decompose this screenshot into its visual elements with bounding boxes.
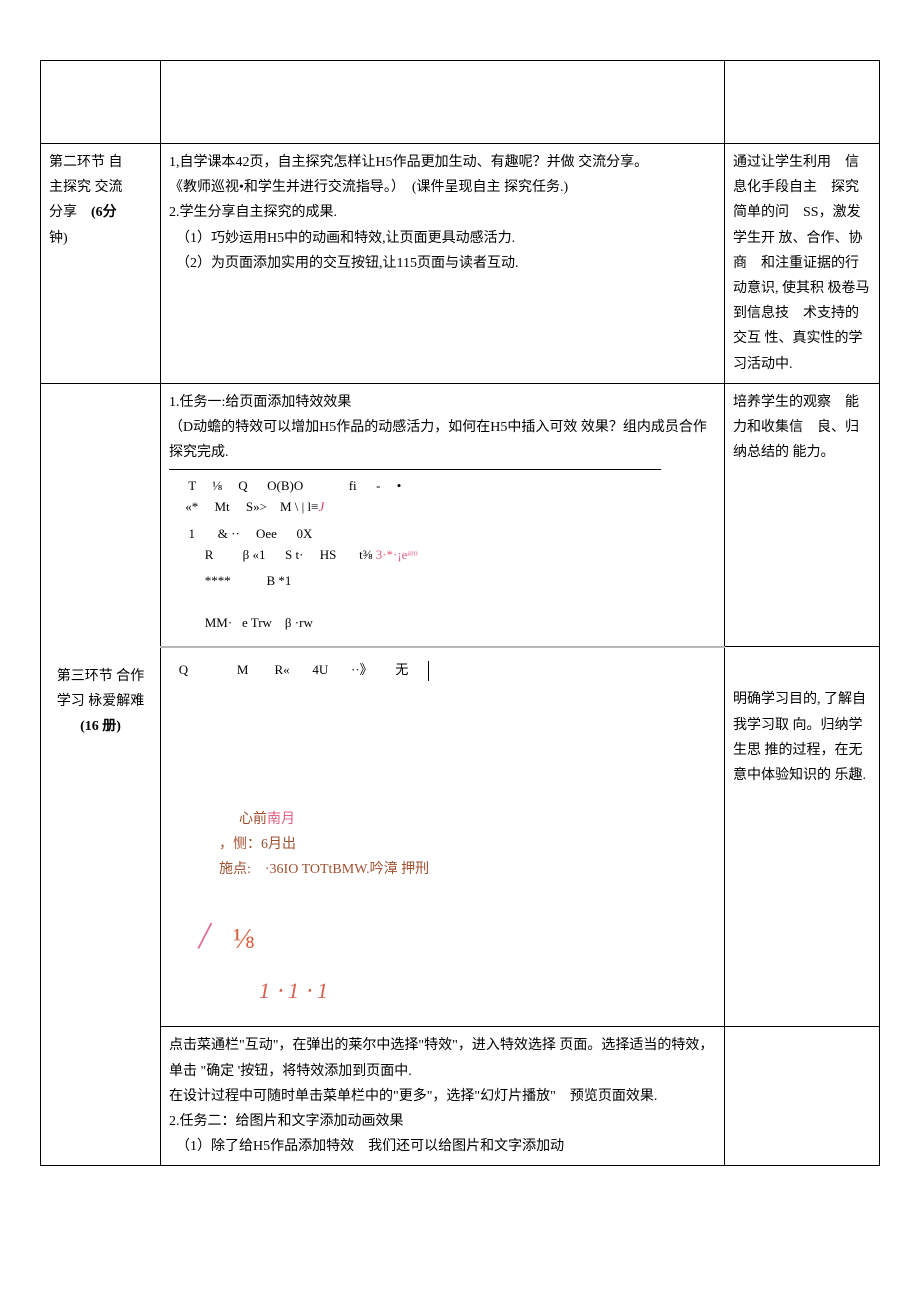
content-cell: 点击菜通栏"互动"，在弹出的莱尔中选择"特效"，进入特效选择 页面。选择适当的特… — [161, 1027, 725, 1166]
table-row: 第三环节 合作 学习 栐爱解难 (16 册) 1.任务一:给页面添加特效效果 （… — [41, 383, 880, 647]
section-title-line: 第二环节 自 — [49, 155, 123, 170]
content-line: 2.学生分享自主探究的成果. — [169, 200, 716, 225]
caption-text: 施点: ·36IO TOTtBMW.吟漳 押刑 — [219, 857, 716, 882]
code-text: 3·*·¡eᵃʳᵒ — [376, 547, 418, 562]
code-block: Q M R« 4U ··》 无 — [169, 660, 716, 681]
caption-text: ，恻：6月出 — [219, 832, 716, 857]
note-text: 培养学生的观察 能力和收集信 良、归纳总结的 能力。 — [733, 395, 859, 460]
code-block: **** B *1 MM· e Trw β ·rw — [169, 571, 716, 633]
table-row — [41, 61, 880, 144]
note-cell — [725, 1027, 880, 1166]
table-row: Q M R« 4U ··》 无 心前南月 ，恻：6月出 施点: ·36IO TO… — [41, 647, 880, 1027]
code-block: T ⅛ Q O(B)O fi - • «* Mt S»> M \ | l≡J — [169, 476, 716, 518]
section-title-line: 学习 栐爱解难 — [57, 694, 145, 709]
note-text: 明确学习目的, 了解自我学习取 向。归纳学生思 推的过程，在无 意中体验知识的 … — [733, 692, 866, 783]
content-line: （D动蟾的特效可以增加H5作品的动感活力，如何在H5中插入可效 效果？组内成员合… — [169, 415, 716, 465]
content-line: （1）巧妙运用H5中的动画和特效,让页面更具动感活力. — [169, 226, 716, 251]
spacer — [169, 276, 716, 366]
section-title-bold: (6分 — [91, 205, 117, 220]
vertical-separator — [428, 661, 437, 681]
section-title-line: 分享 — [49, 205, 91, 220]
decorative-fraction: ⅛ — [233, 915, 254, 965]
table-row: 点击菜通栏"互动"，在弹出的莱尔中选择"特效"，进入特效选择 页面。选择适当的特… — [41, 1027, 880, 1166]
content-line: 《教师巡视•和学生并进行交流指导。） (课件呈现自主 探究任务.) — [169, 175, 716, 200]
code-text: Q M R« 4U ··》 无 — [169, 662, 408, 677]
note-text: 通过让学生利用 信息化手段自主 探究简单的问 SS，激发学生开 放、合作、协商 … — [733, 155, 870, 372]
section-title-line: 主探究 交流 — [49, 180, 123, 195]
section-title-cell: 第三环节 合作 学习 栐爱解难 (16 册) — [41, 383, 161, 1166]
content-line: （1）除了给H5作品添加特效 我们还可以给图片和文字添加动 — [169, 1134, 716, 1159]
document-page: 第二环节 自 主探究 交流 分享 (6分 钟) 1,自学课本42页，自主探究怎样… — [0, 0, 920, 1186]
spacer — [169, 687, 716, 797]
table-row: 第二环节 自 主探究 交流 分享 (6分 钟) 1,自学课本42页，自主探究怎样… — [41, 144, 880, 384]
code-text: T ⅛ Q O(B)O fi - • «* Mt S»> M \ | l≡ — [169, 478, 401, 514]
empty-cell — [161, 61, 725, 144]
image-caption-area: 心前南月 ，恻：6月出 施点: ·36IO TOTtBMW.吟漳 押刑 / ⅛ … — [199, 807, 716, 1011]
empty-cell — [725, 61, 880, 144]
lesson-plan-table: 第二环节 自 主探究 交流 分享 (6分 钟) 1,自学课本42页，自主探究怎样… — [40, 60, 880, 1166]
note-cell: 通过让学生利用 信息化手段自主 探究简单的问 SS，激发学生开 放、合作、协商 … — [725, 144, 880, 384]
content-line: 2.任务二：给图片和文字添加动画效果 — [169, 1109, 716, 1134]
code-text: 1 & ·· Oee 0X R β «1 S t· HS t⅜ — [169, 526, 376, 562]
note-cell: 培养学生的观察 能力和收集信 良、归纳总结的 能力。 — [725, 383, 880, 647]
divider — [169, 469, 661, 470]
section-title-bold: (16 册) — [80, 719, 121, 734]
section-title-line: 第三环节 合作 — [57, 669, 145, 684]
note-cell: 明确学习目的, 了解自我学习取 向。归纳学生思 推的过程，在无 意中体验知识的 … — [725, 647, 880, 1027]
content-line: （2）为页面添加实用的交互按钮,让115页面与读者互动. — [169, 251, 716, 276]
empty-cell — [41, 61, 161, 144]
content-cell: 1.任务一:给页面添加特效效果 （D动蟾的特效可以增加H5作品的动感活力，如何在… — [161, 383, 725, 647]
content-line: 1.任务一:给页面添加特效效果 — [169, 390, 716, 415]
decorative-slash: / — [199, 902, 210, 970]
content-cell: Q M R« 4U ··》 无 心前南月 ，恻：6月出 施点: ·36IO TO… — [161, 647, 725, 1027]
decorative-symbols: 1 ⋅ 1 ⋅ 1 — [259, 971, 716, 1011]
caption-text: 心前 — [239, 812, 267, 827]
spacer — [199, 882, 716, 902]
content-line: 1,自学课本42页，自主探究怎样让H5作品更加生动、有趣呢？并做 交流分享。 — [169, 150, 716, 175]
section-title-line: 钟) — [49, 231, 68, 246]
section-title-cell: 第二环节 自 主探究 交流 分享 (6分 钟) — [41, 144, 161, 384]
content-line: 在设计过程中可随时单击菜单栏中的"更多"，选择"幻灯片播放" 预览页面效果. — [169, 1084, 716, 1109]
content-cell: 1,自学课本42页，自主探究怎样让H5作品更加生动、有趣呢？并做 交流分享。 《… — [161, 144, 725, 384]
content-line: 点击菜通栏"互动"，在弹出的莱尔中选择"特效"，进入特效选择 页面。选择适当的特… — [169, 1033, 716, 1083]
caption-text: 南月 — [267, 812, 295, 827]
code-text: J — [318, 499, 324, 514]
code-block: 1 & ·· Oee 0X R β «1 S t· HS t⅜ 3·*·¡eᵃʳ… — [169, 524, 716, 566]
